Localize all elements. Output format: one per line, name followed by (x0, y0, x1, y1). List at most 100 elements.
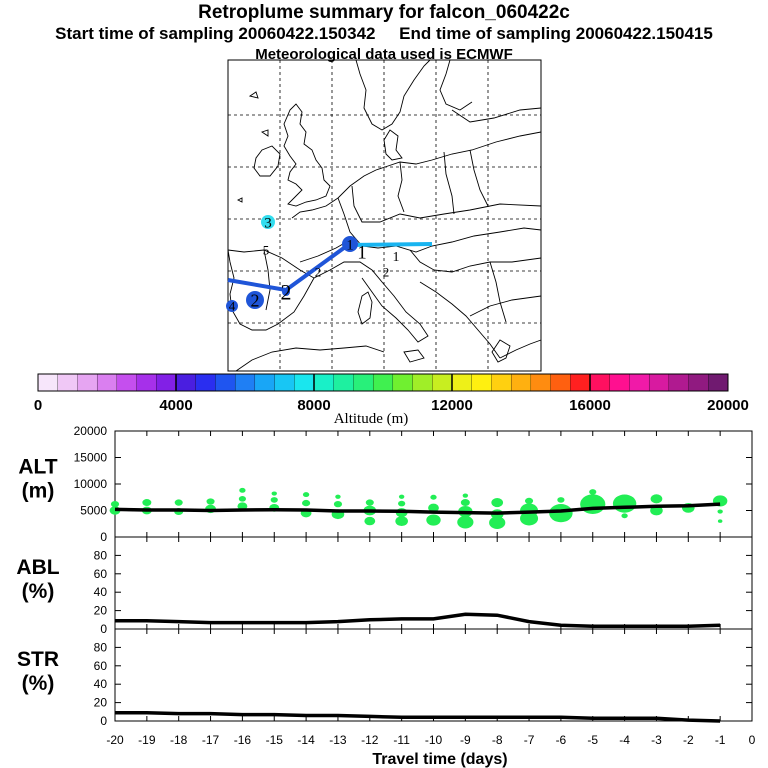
marker-dot-8 (282, 288, 290, 296)
colorbar-frame (37, 373, 729, 392)
map-gridlines (228, 60, 541, 371)
cluster-dot-45 (612, 494, 637, 513)
marker-label-5: 1 (393, 250, 400, 265)
xtick-label--3: -3 (651, 733, 662, 747)
met-data-label: Meteorological data used is ECMWF (255, 46, 513, 63)
colorbar-swatch-14 (294, 373, 315, 392)
cluster-dot-30 (430, 494, 437, 500)
cluster-dot-17 (302, 492, 310, 498)
marker-label-8: 2 (281, 280, 292, 305)
cluster-dot-6 (174, 499, 183, 506)
cluster-dot-24 (395, 516, 408, 526)
colorbar-swatch-21 (432, 373, 453, 392)
colorbar-tick-20000: 20000 (707, 397, 749, 414)
cluster-dot-8 (206, 498, 215, 505)
colorbar-swatch-30 (609, 373, 630, 392)
cluster-dot-35 (489, 516, 506, 529)
series-line-alt (114, 502, 721, 515)
colorbar-swatch-29 (589, 373, 611, 392)
cluster-dot-9 (237, 502, 248, 511)
xtick-label--2: -2 (683, 733, 694, 747)
cluster-dot-48 (650, 494, 663, 504)
xtick-label--6: -6 (556, 733, 567, 747)
colorbar-swatch-4 (96, 373, 118, 392)
colorbar-swatch-17 (353, 373, 374, 392)
xtick-label--4: -4 (619, 733, 630, 747)
marker-dot-9 (246, 291, 264, 309)
cluster-dot-2 (110, 500, 120, 508)
colorbar-swatch-11 (234, 373, 256, 392)
marker-label-2: 5 (263, 243, 270, 258)
marker-label-9: 2 (251, 290, 260, 310)
colorbar-swatch-2 (57, 373, 78, 392)
panel-label-abl: ABL (16, 556, 59, 579)
altitude-colorbar: 0 4000 8000 12000 16000 20000 Altitude (m) (34, 373, 749, 427)
ytick-label-abl-0: 0 (100, 622, 107, 636)
colorbar-label: Altitude (m) (334, 411, 409, 427)
colorbar-swatch-20 (412, 373, 433, 392)
cluster-dot-40 (525, 497, 534, 505)
cluster-dot-51 (717, 509, 723, 514)
series-line-abl (115, 612, 721, 628)
cluster-dot-44 (589, 489, 597, 495)
colorbar-swatch-23 (471, 373, 492, 392)
xtick-label--9: -9 (460, 733, 471, 747)
colorbar-tick-0: 0 (34, 397, 42, 414)
colorbar-swatch-13 (274, 373, 295, 392)
panel-frame-str (114, 628, 753, 722)
cluster-dot-41 (549, 504, 573, 523)
marker-dot-1 (261, 215, 275, 229)
start-time-label: Start time of sampling 20060422.150342 (55, 24, 376, 43)
colorbar-swatch-1 (37, 373, 59, 392)
colorbar-swatch-19 (392, 373, 414, 392)
colorbar-swatch-18 (372, 373, 394, 392)
time-series-panels: 05000100001500020000ALT(m)020406080ABL(%… (16, 424, 755, 747)
xtick-label--20: -20 (106, 733, 124, 747)
cluster-dot-11 (239, 487, 246, 493)
cluster-dot-26 (398, 500, 406, 507)
colorbar-swatch-5 (116, 373, 138, 392)
colorbar-swatch-32 (648, 373, 670, 392)
colorbar-swatch-25 (510, 373, 532, 392)
ytick-label-alt-0: 0 (100, 530, 107, 544)
colorbar-swatch-6 (136, 373, 157, 392)
colorbar-swatch-12 (254, 373, 276, 392)
chart-title: Retroplume summary for falcon_060422c (198, 2, 570, 23)
xtick-label--16: -16 (234, 733, 252, 747)
cluster-dot-27 (398, 494, 405, 499)
ytick-label-str-20: 20 (94, 696, 108, 710)
sampling-times: Start time of sampling 20060422.150342 E… (0, 24, 768, 44)
colorbar-swatches (37, 373, 729, 392)
cluster-dot-23 (365, 499, 374, 506)
marker-label-3: 1 (346, 237, 354, 253)
xtick-label--17: -17 (202, 733, 220, 747)
ytick-label-abl-60: 60 (94, 567, 108, 581)
end-time-label: End time of sampling 20060422.150415 (399, 24, 713, 43)
colorbar-tick-12000: 12000 (431, 397, 473, 414)
track-segment-2 (347, 242, 433, 247)
colorbar-swatch-7 (156, 373, 177, 392)
xtick-label--18: -18 (170, 733, 188, 747)
cluster-dot-46 (621, 513, 628, 519)
cluster-dot-33 (460, 499, 470, 507)
marker-dot-3 (342, 236, 358, 252)
colorbar-swatch-10 (215, 373, 236, 392)
colorbar-swatch-24 (491, 373, 512, 392)
panel-label-str: STR (17, 648, 59, 671)
marker-label-10: 4 (229, 299, 236, 314)
colorbar-swatch-26 (530, 373, 552, 392)
ytick-label-alt-10000: 10000 (74, 477, 108, 491)
cluster-dot-28 (426, 514, 441, 526)
colorbar-swatch-16 (333, 373, 354, 392)
cluster-dot-4 (142, 499, 152, 507)
colorbar-swatch-28 (570, 373, 591, 392)
x-tick-labels: -20 -19 -18 -17 -16 -15 -14 -13 -12 -11 -10 -9 -8 -7-… (106, 733, 755, 747)
series-line-str (115, 710, 721, 723)
xtick-label--14: -14 (297, 733, 315, 747)
cluster-dot-10 (238, 496, 246, 502)
xtick-label--15: -15 (266, 733, 284, 747)
colorbar-swatch-22 (451, 373, 473, 392)
colorbar-tick-4000: 4000 (159, 397, 192, 414)
